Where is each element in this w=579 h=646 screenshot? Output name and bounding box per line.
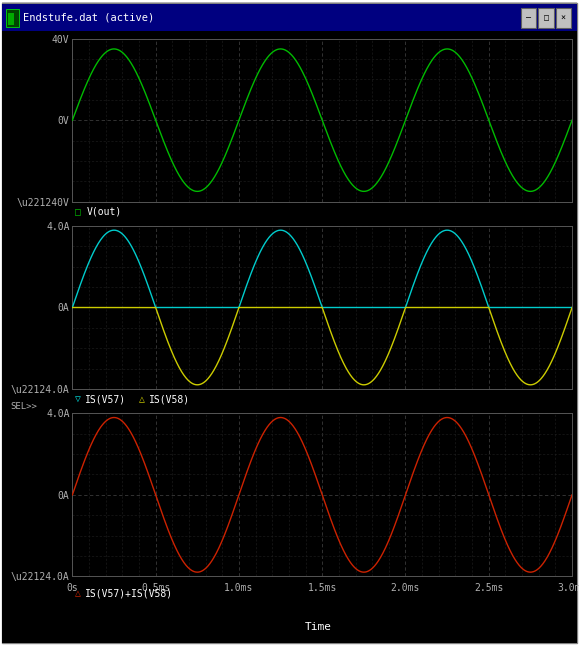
Text: ×: × <box>561 14 566 23</box>
Text: ▽: ▽ <box>75 394 81 404</box>
Bar <box>6 9 19 27</box>
Text: –: – <box>526 14 531 23</box>
Text: SEL>>: SEL>> <box>10 402 37 411</box>
Text: IS(V57): IS(V57) <box>85 394 126 404</box>
Text: IS(V58): IS(V58) <box>149 394 190 404</box>
Bar <box>8 13 14 25</box>
Text: Time: Time <box>305 621 332 632</box>
Text: IS(V57)+IS(V58): IS(V57)+IS(V58) <box>85 588 173 598</box>
Text: V(out): V(out) <box>87 207 122 217</box>
Bar <box>2 4 577 31</box>
Bar <box>521 8 536 28</box>
Bar <box>538 8 554 28</box>
Text: □: □ <box>75 207 81 217</box>
Text: △: △ <box>139 394 145 404</box>
Text: △: △ <box>75 588 81 598</box>
Bar <box>556 8 571 28</box>
Text: □: □ <box>544 14 548 23</box>
Text: Endstufe.dat (active): Endstufe.dat (active) <box>23 12 155 23</box>
